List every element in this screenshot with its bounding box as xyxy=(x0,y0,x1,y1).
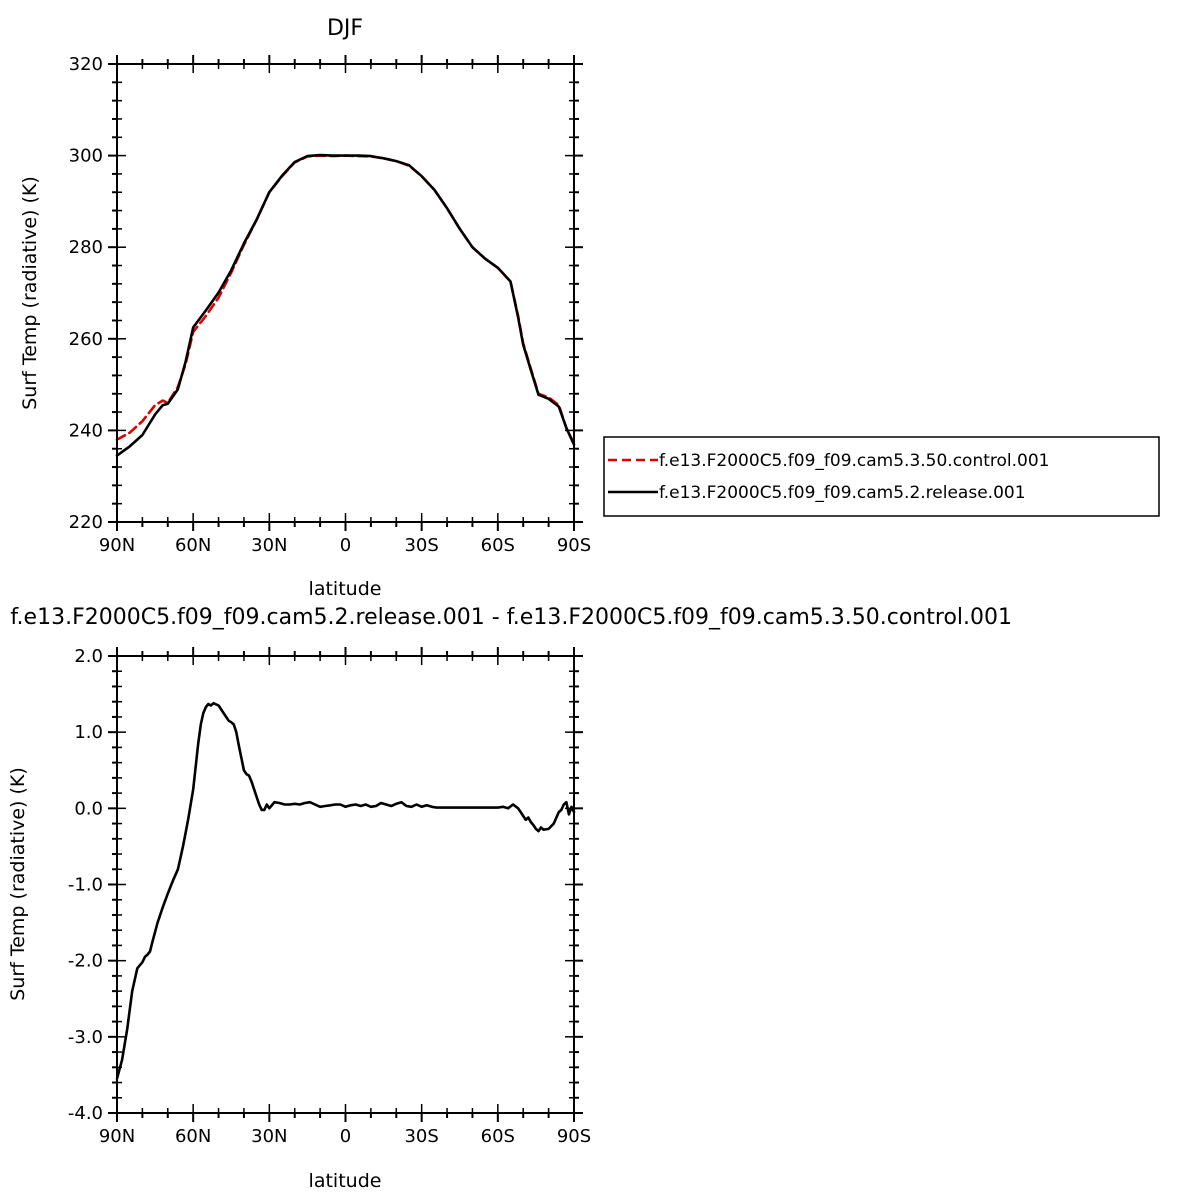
y-tick-label: 260 xyxy=(69,329,103,350)
y-tick-label: -2.0 xyxy=(68,951,103,972)
y-tick-label: -4.0 xyxy=(68,1103,103,1124)
x-tick-label: 60S xyxy=(481,1126,515,1147)
y-tick-label: 1.0 xyxy=(74,722,103,743)
y-tick-label: 2.0 xyxy=(74,646,103,667)
x-tick-label: 60S xyxy=(481,535,515,556)
top-chart-ticks: 90N 60N 30N 0 30S 60S 90S 220 240 260 280 300 320 xyxy=(69,54,592,556)
x-tick-label: 60N xyxy=(175,535,211,556)
x-tick-label: 30S xyxy=(404,1126,438,1147)
bottom-chart-title: f.e13.F2000C5.f09_f09.cam5.2.release.001… xyxy=(10,605,1012,630)
bottom-chart: f.e13.F2000C5.f09_f09.cam5.2.release.001… xyxy=(7,605,1012,1192)
y-tick-label: -3.0 xyxy=(68,1027,103,1048)
y-tick-label: -1.0 xyxy=(68,875,103,896)
top-chart-xlabel: latitude xyxy=(309,578,382,600)
y-tick-label: 280 xyxy=(69,237,103,258)
top-chart-ylabel: Surf Temp (radiative) (K) xyxy=(19,176,41,410)
x-tick-label: 90N xyxy=(99,1126,135,1147)
legend-label-release: f.e13.F2000C5.f09_f09.cam5.2.release.001 xyxy=(659,483,1026,503)
x-tick-label: 30N xyxy=(251,1126,287,1147)
bottom-chart-ticks: 90N 60N 30N 0 30S 60S 90S -4.0 -3.0 -2.0 -1.0 0.0 1.… xyxy=(68,646,591,1147)
y-tick-label: 220 xyxy=(69,512,103,533)
x-tick-label: 30S xyxy=(404,535,438,556)
top-chart-title: DJF xyxy=(327,16,363,41)
top-chart: DJF 90N 60N 30N 0 30S 60S 90S 220 240 260 280 300 32… xyxy=(19,16,1160,600)
x-tick-label: 90S xyxy=(557,1126,591,1147)
x-tick-label: 90N xyxy=(99,535,135,556)
series-line-1 xyxy=(115,153,576,457)
legend-box xyxy=(603,436,1160,517)
bottom-chart-series xyxy=(115,701,576,1080)
bottom-chart-frame xyxy=(116,655,575,1114)
y-tick-label: 320 xyxy=(69,54,103,75)
series-line-0 xyxy=(115,701,576,1080)
x-tick-label: 0 xyxy=(340,535,351,556)
legend: f.e13.F2000C5.f09_f09.cam5.3.50.control.… xyxy=(603,436,1160,517)
y-tick-label: 300 xyxy=(69,146,103,167)
top-chart-frame xyxy=(116,63,575,523)
x-tick-label: 60N xyxy=(175,1126,211,1147)
y-tick-label: 0.0 xyxy=(74,798,103,819)
x-tick-label: 90S xyxy=(557,535,591,556)
x-tick-label: 30N xyxy=(251,535,287,556)
bottom-chart-ylabel: Surf Temp (radiative) (K) xyxy=(7,767,29,1001)
bottom-chart-xlabel: latitude xyxy=(309,1170,382,1192)
legend-label-control: f.e13.F2000C5.f09_f09.cam5.3.50.control.… xyxy=(659,451,1050,471)
y-tick-label: 240 xyxy=(69,420,103,441)
top-chart-series xyxy=(115,153,576,457)
series-line-0 xyxy=(115,154,576,446)
x-tick-label: 0 xyxy=(340,1126,351,1147)
